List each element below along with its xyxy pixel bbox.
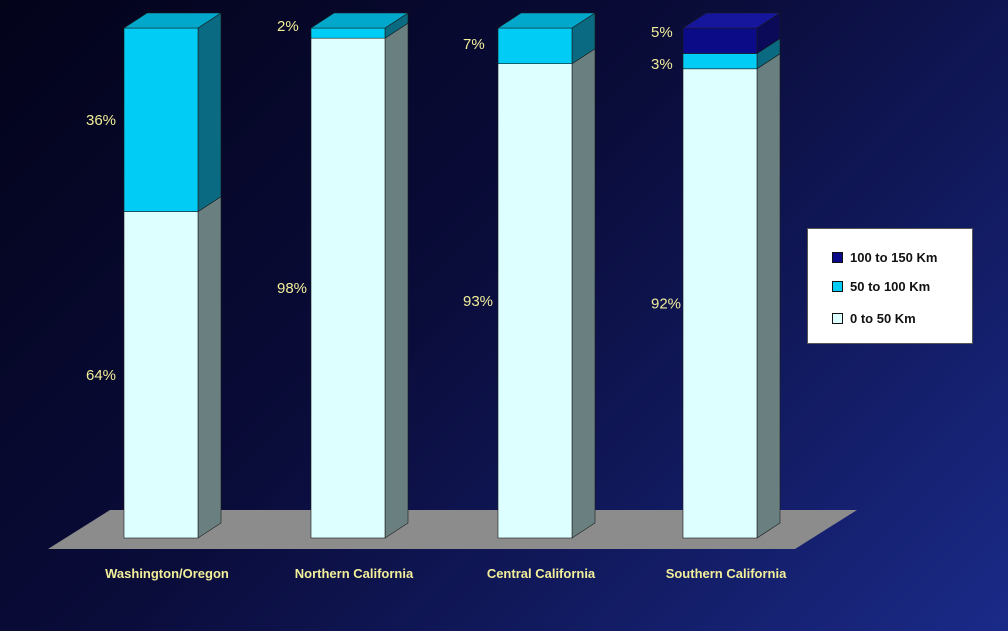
legend-swatch-100-150 [832,252,843,263]
bar-washington-oregon-0-to-50-km-side [197,196,222,539]
category-label-washington-oregon: Washington/Oregon [105,566,229,581]
bar-central-california-0-to-50-km [497,63,573,539]
bar-southern-california-100-to-150-km [682,27,758,54]
legend-swatch-0-50 [832,313,843,324]
bar-washington-oregon-50-to-100-km-top [122,12,223,29]
legend-swatch-50-100 [832,281,843,292]
bar-southern-california-0-to-50-km [682,68,758,539]
legend-label-0-50: 0 to 50 Km [850,311,916,326]
data-label-washington-oregon-0-to-50-km: 64% [86,367,116,384]
bar-northern-california-50-to-100-km-top [309,12,410,29]
legend-label-100-150: 100 to 150 Km [850,250,938,265]
data-label-southern-california-0-to-50-km: 92% [651,295,681,312]
bar-washington-oregon-50-to-100-km-side [197,12,222,213]
bar-washington-oregon-50-to-100-km [123,27,199,212]
category-label-northern-california: Northern California [295,566,414,581]
data-label-southern-california-100-to-150-km: 5% [651,24,673,41]
data-label-northern-california-0-to-50-km: 98% [277,280,307,297]
data-label-northern-california-50-to-100-km: 2% [277,18,299,35]
bar-washington-oregon-0-to-50-km [123,211,199,539]
bar-southern-california-100-to-150-km-top [681,12,782,29]
chart-legend: 100 to 150 Km 50 to 100 Km 0 to 50 Km [807,228,973,344]
legend-label-50-100: 50 to 100 Km [850,279,931,294]
bar-central-california-0-to-50-km-side [571,48,596,539]
category-label-southern-california: Southern California [666,566,787,581]
bar-central-california-50-to-100-km [497,27,573,65]
bar-northern-california-0-to-50-km-side [384,22,409,539]
data-label-washington-oregon-50-to-100-km: 36% [86,112,116,129]
bar-southern-california-50-to-100-km [682,53,758,70]
data-label-central-california-0-to-50-km: 93% [463,293,493,310]
bar-central-california-50-to-100-km-top [496,12,597,29]
data-label-central-california-50-to-100-km: 7% [463,36,485,53]
data-label-southern-california-50-to-100-km: 3% [651,56,673,73]
bar-northern-california-50-to-100-km [310,27,386,39]
bar-southern-california-0-to-50-km-side [756,53,781,539]
chart-floor [48,510,857,549]
bar-northern-california-0-to-50-km [310,37,386,539]
category-label-central-california: Central California [487,566,596,581]
